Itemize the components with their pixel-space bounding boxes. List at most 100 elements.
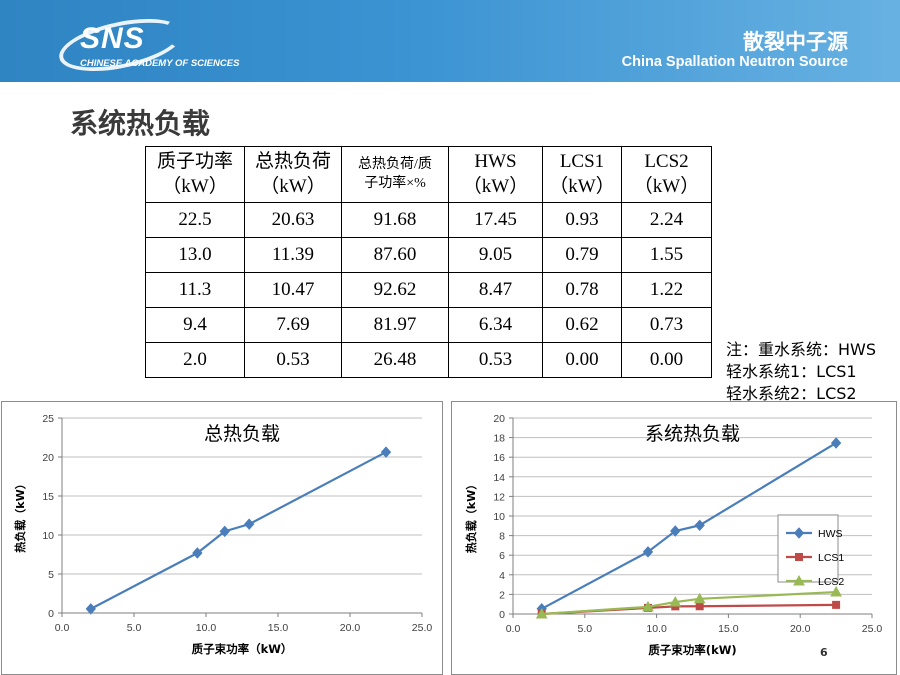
table-cell: 9.05 <box>448 237 543 273</box>
table-row: 22.5 20.63 91.68 17.45 0.93 2.24 <box>145 202 712 238</box>
data-point <box>192 547 203 559</box>
col-header: 总热负荷/质 子功率×% <box>341 146 449 203</box>
data-point <box>832 600 841 609</box>
y-tick-label: 0 <box>499 609 505 621</box>
chart-title: 系统热负载 <box>645 423 740 445</box>
table-cell: 87.60 <box>341 237 449 273</box>
legend-label: HWS <box>818 528 843 540</box>
page-number: 6 <box>820 646 828 659</box>
table-cell: 0.73 <box>621 307 712 343</box>
y-tick-label: 15 <box>42 491 54 503</box>
y-tick-label: 8 <box>499 531 505 543</box>
col-header-line: LCS1 <box>559 150 605 172</box>
data-point <box>693 592 706 604</box>
table-cell: 8.47 <box>448 272 543 308</box>
y-axis-label: 热负载（kW） <box>13 478 27 552</box>
slide-title: 系统热负载 <box>70 107 211 140</box>
data-point <box>694 519 705 532</box>
table-cell: 0.00 <box>621 342 712 378</box>
table-cell: 2.24 <box>621 202 712 238</box>
chart-system-heat-load: 0 2 4 6 8 10 12 14 16 18 20 0.0 5.0 10.0 15.0 20.0 25.0 系… <box>464 413 883 657</box>
chart-title: 总热负载 <box>204 423 280 445</box>
x-tick-label: 15.0 <box>718 623 739 635</box>
y-tick-label: 20 <box>493 413 505 425</box>
table-cell: 0.53 <box>448 342 543 378</box>
table-cell: 0.79 <box>542 237 622 273</box>
table-row: 11.3 10.47 92.62 8.47 0.78 1.22 <box>145 272 712 308</box>
y-tick-label: 10 <box>42 530 54 542</box>
data-point <box>830 437 842 449</box>
col-header-line: LCS2 <box>644 150 689 172</box>
col-header-line: 总热负荷 <box>254 150 331 172</box>
x-tick-label: 10.0 <box>196 622 217 634</box>
col-header: 总热负荷 （kW） <box>244 146 342 203</box>
y-tick-label: 20 <box>42 452 54 464</box>
series-line-lcs1 <box>541 603 837 616</box>
y-tick-label: 10 <box>493 511 505 523</box>
x-tick-label: 25.0 <box>412 622 433 634</box>
table-cell: 7.69 <box>244 307 342 343</box>
table-cell: 2.0 <box>145 342 245 378</box>
table-cell: 26.48 <box>341 342 449 378</box>
y-tick-label: 4 <box>499 570 505 582</box>
data-point <box>670 525 681 537</box>
y-tick-label: 6 <box>499 550 505 562</box>
table-row: 2.0 0.53 26.48 0.53 0.00 0.00 <box>145 342 712 378</box>
table-cell: 1.22 <box>621 272 712 308</box>
col-header-line: （kW） <box>633 175 700 197</box>
data-point <box>642 600 654 612</box>
table-header-row: 质子功率 （kW） 总热负荷 （kW） 总热负荷/质 子功率×% HWS （kW） LC… <box>145 146 712 203</box>
header-banner: SNS CHINESE ACADEMY OF SCIENCES 散裂中子源 Ch… <box>0 0 900 82</box>
table-cell: 81.97 <box>341 307 449 343</box>
table-cell: 6.34 <box>448 307 543 343</box>
legend-marker <box>793 574 805 586</box>
x-axis-label: 质子束功率（kW） <box>192 642 293 656</box>
legend-label: LCS2 <box>818 576 844 588</box>
logo-subtext: CHINESE ACADEMY OF SCIENCES <box>80 58 240 69</box>
table-cell: 92.62 <box>341 272 449 308</box>
col-header-line: （kW） <box>549 175 615 197</box>
col-header: 质子功率 （kW） <box>145 146 245 203</box>
heat-load-table: 质子功率 （kW） 总热负荷 （kW） 总热负荷/质 子功率×% HWS （kW） LC… <box>145 146 712 378</box>
series-line-total <box>90 451 387 610</box>
note-line: 轻水系统1：LCS1 <box>726 362 857 382</box>
table-cell: 0.00 <box>542 342 622 378</box>
table-cell: 11.39 <box>244 237 342 273</box>
note-line: 轻水系统2：LCS2 <box>726 384 857 404</box>
y-tick-label: 12 <box>493 491 505 503</box>
col-header-line: 总热负荷/质 <box>358 157 432 173</box>
data-point <box>85 603 96 615</box>
y-axis-label: 热负载（kW） <box>464 479 478 553</box>
col-header: LCS2 （kW） <box>621 146 712 203</box>
x-tick-label: 10.0 <box>646 623 667 635</box>
note-line: 注：重水系统：HWS <box>726 340 877 359</box>
x-tick-label: 25.0 <box>862 623 883 635</box>
col-header-line: 质子功率 <box>156 150 233 172</box>
table-cell: 11.3 <box>145 272 245 308</box>
series-line-lcs2 <box>541 590 837 616</box>
legend-box <box>777 514 839 583</box>
data-point <box>642 546 654 558</box>
data-point <box>535 607 548 619</box>
legend-marker <box>793 527 805 539</box>
table-cell: 10.47 <box>244 272 342 308</box>
y-tick-label: 18 <box>493 433 505 445</box>
y-tick-label: 14 <box>493 472 505 484</box>
table-row: 13.0 11.39 87.60 9.05 0.79 1.55 <box>145 237 712 273</box>
abbreviation-note: 注：重水系统：HWS 轻水系统1：LCS1 轻水系统2：LCS2 <box>726 339 876 405</box>
x-tick-label: 0.0 <box>506 623 521 635</box>
y-tick-label: 2 <box>499 589 505 601</box>
col-header-line: （kW） <box>260 175 326 197</box>
x-tick-label: 15.0 <box>268 622 289 634</box>
table-cell: 22.5 <box>145 202 245 238</box>
legend-marker <box>795 553 803 561</box>
x-tick-label: 20.0 <box>790 623 811 635</box>
data-point <box>695 602 704 611</box>
table-cell: 0.62 <box>542 307 622 343</box>
table-cell: 91.68 <box>341 202 449 238</box>
col-header-line: （kW） <box>462 175 529 197</box>
x-tick-label: 20.0 <box>340 622 361 634</box>
chart-system-panel: 0 2 4 6 8 10 12 14 16 18 20 0.0 5.0 10.0 15.0 20.0 25.0 系… <box>451 401 897 675</box>
col-header-line: （kW） <box>162 175 228 197</box>
table-cell: 0.93 <box>542 202 622 238</box>
